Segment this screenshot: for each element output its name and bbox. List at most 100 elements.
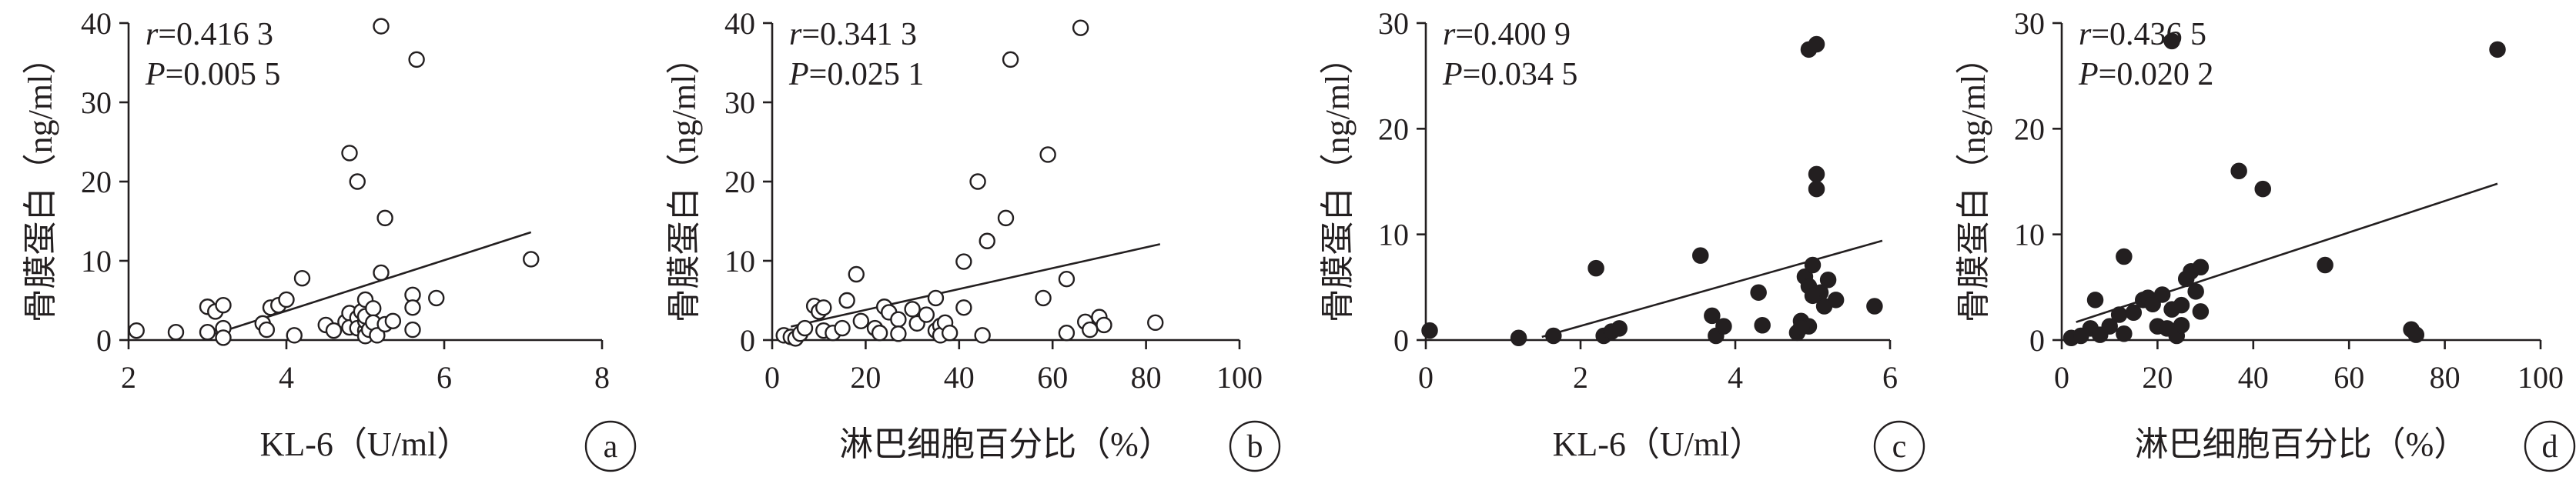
trend-line bbox=[1541, 239, 1883, 339]
panel-label-circle bbox=[584, 420, 637, 472]
data-point bbox=[2192, 303, 2210, 320]
panel-label: d bbox=[2542, 429, 2558, 465]
y-tick-label: 10 bbox=[81, 244, 112, 279]
x-axis-label: KL-6（U/ml） bbox=[260, 425, 471, 463]
data-point bbox=[373, 18, 390, 35]
data-point bbox=[1819, 271, 1837, 289]
data-point bbox=[1421, 322, 1438, 339]
data-point bbox=[1692, 247, 1709, 264]
data-point bbox=[871, 325, 888, 342]
x-tick-label: 4 bbox=[1728, 360, 1743, 395]
data-point bbox=[2153, 286, 2171, 303]
data-point bbox=[373, 264, 390, 282]
panel-label-circle bbox=[1873, 420, 1925, 472]
data-point bbox=[815, 299, 832, 316]
data-point bbox=[1035, 289, 1052, 307]
y-axis-label: 骨膜蛋白（ng/ml） bbox=[22, 41, 59, 323]
data-point bbox=[1804, 256, 1822, 274]
data-point bbox=[1082, 321, 1099, 339]
x-tick-label: 6 bbox=[1882, 360, 1898, 395]
x-tick-label: 40 bbox=[2238, 360, 2269, 395]
data-point bbox=[1754, 317, 1771, 334]
data-point bbox=[2116, 325, 2133, 342]
x-tick-label: 2 bbox=[1573, 360, 1588, 395]
x-tick-label: 20 bbox=[850, 360, 881, 395]
data-point bbox=[404, 321, 421, 339]
y-axis-label: 骨膜蛋白（ng/ml） bbox=[1319, 41, 1357, 323]
panel-label-circle bbox=[1229, 420, 1281, 472]
data-point bbox=[1002, 51, 1019, 68]
data-point bbox=[2317, 256, 2333, 274]
data-point bbox=[918, 306, 935, 323]
x-tick-label: 0 bbox=[764, 360, 780, 395]
data-point bbox=[1058, 270, 1076, 288]
y-tick-label: 0 bbox=[1393, 323, 1409, 358]
chart-panel-d: 0 20 40 60 80 100 0 10 20 30 淋巴细胞百分比（%） 骨膜蛋白（ng/ml）… bbox=[1955, 6, 2576, 472]
data-point bbox=[1808, 180, 1825, 198]
y-tick-label: 0 bbox=[2029, 323, 2045, 358]
data-point bbox=[941, 325, 958, 342]
data-point bbox=[848, 265, 865, 283]
y-tick-label: 20 bbox=[2014, 112, 2045, 146]
y-tick-label: 20 bbox=[724, 165, 755, 199]
data-point bbox=[2192, 259, 2210, 275]
x-tick-label: 6 bbox=[437, 360, 452, 395]
x-tick-label: 40 bbox=[944, 360, 975, 395]
p-value-label: P=0.025 1 bbox=[788, 57, 924, 92]
data-point bbox=[325, 322, 343, 339]
data-point bbox=[215, 296, 232, 314]
chart-panel-c: 0 2 4 6 0 10 20 30 KL-6（U/ml） 骨膜蛋白（ng/ml） r=0.400 … bbox=[1319, 6, 1925, 472]
y-tick-label: 30 bbox=[2014, 6, 2045, 41]
y-axis-label: 骨膜蛋白（ng/ml） bbox=[665, 41, 703, 323]
x-tick-label: 2 bbox=[121, 360, 136, 395]
y-tick-label: 0 bbox=[96, 323, 112, 358]
data-point bbox=[341, 145, 358, 162]
data-point bbox=[286, 327, 303, 344]
data-point bbox=[369, 327, 386, 344]
data-point bbox=[927, 289, 945, 307]
data-point bbox=[838, 292, 855, 309]
data-point bbox=[2407, 326, 2425, 343]
data-point bbox=[1039, 146, 1056, 163]
data-point bbox=[1611, 320, 1628, 337]
data-point bbox=[904, 301, 921, 318]
data-point bbox=[428, 289, 445, 307]
data-point bbox=[1704, 307, 1721, 325]
data-point bbox=[293, 269, 311, 287]
x-tick-label: 4 bbox=[279, 360, 294, 395]
data-point bbox=[969, 173, 986, 190]
data-point bbox=[1866, 298, 1883, 315]
data-point bbox=[384, 312, 402, 329]
data-point bbox=[834, 319, 851, 337]
data-point bbox=[2086, 292, 2104, 309]
y-tick-label: 30 bbox=[1378, 6, 1409, 41]
data-point bbox=[890, 325, 907, 342]
data-point bbox=[258, 321, 276, 339]
data-point bbox=[1072, 19, 1089, 36]
x-tick-label: 100 bbox=[2517, 360, 2564, 395]
y-tick-label: 40 bbox=[724, 6, 755, 41]
panel-label: c bbox=[1892, 429, 1907, 465]
data-point bbox=[1808, 35, 1825, 53]
y-tick-label: 20 bbox=[81, 165, 112, 199]
data-point bbox=[1750, 284, 1767, 301]
x-tick-label: 100 bbox=[1216, 360, 1263, 395]
data-point bbox=[1545, 327, 1562, 345]
x-tick-label: 20 bbox=[2142, 360, 2173, 395]
data-point bbox=[997, 209, 1015, 227]
y-tick-label: 30 bbox=[81, 85, 112, 120]
chart-panel-b: 0 20 40 60 80 100 0 10 20 30 40 淋巴细胞百分比（%） 骨膜蛋白（ng/m… bbox=[665, 6, 1281, 472]
data-point bbox=[2230, 162, 2247, 180]
x-axis-label: 淋巴细胞百分比（%） bbox=[2135, 425, 2468, 463]
data-point bbox=[979, 232, 995, 249]
data-point bbox=[376, 209, 393, 227]
x-tick-label: 0 bbox=[2054, 360, 2069, 395]
data-point bbox=[1147, 314, 1164, 332]
data-point bbox=[974, 327, 991, 344]
panel-label-circle bbox=[2524, 420, 2576, 472]
data-point bbox=[199, 324, 216, 341]
data-point bbox=[1792, 319, 1810, 336]
y-tick-label: 20 bbox=[1378, 112, 1409, 146]
data-point bbox=[1587, 259, 1604, 277]
